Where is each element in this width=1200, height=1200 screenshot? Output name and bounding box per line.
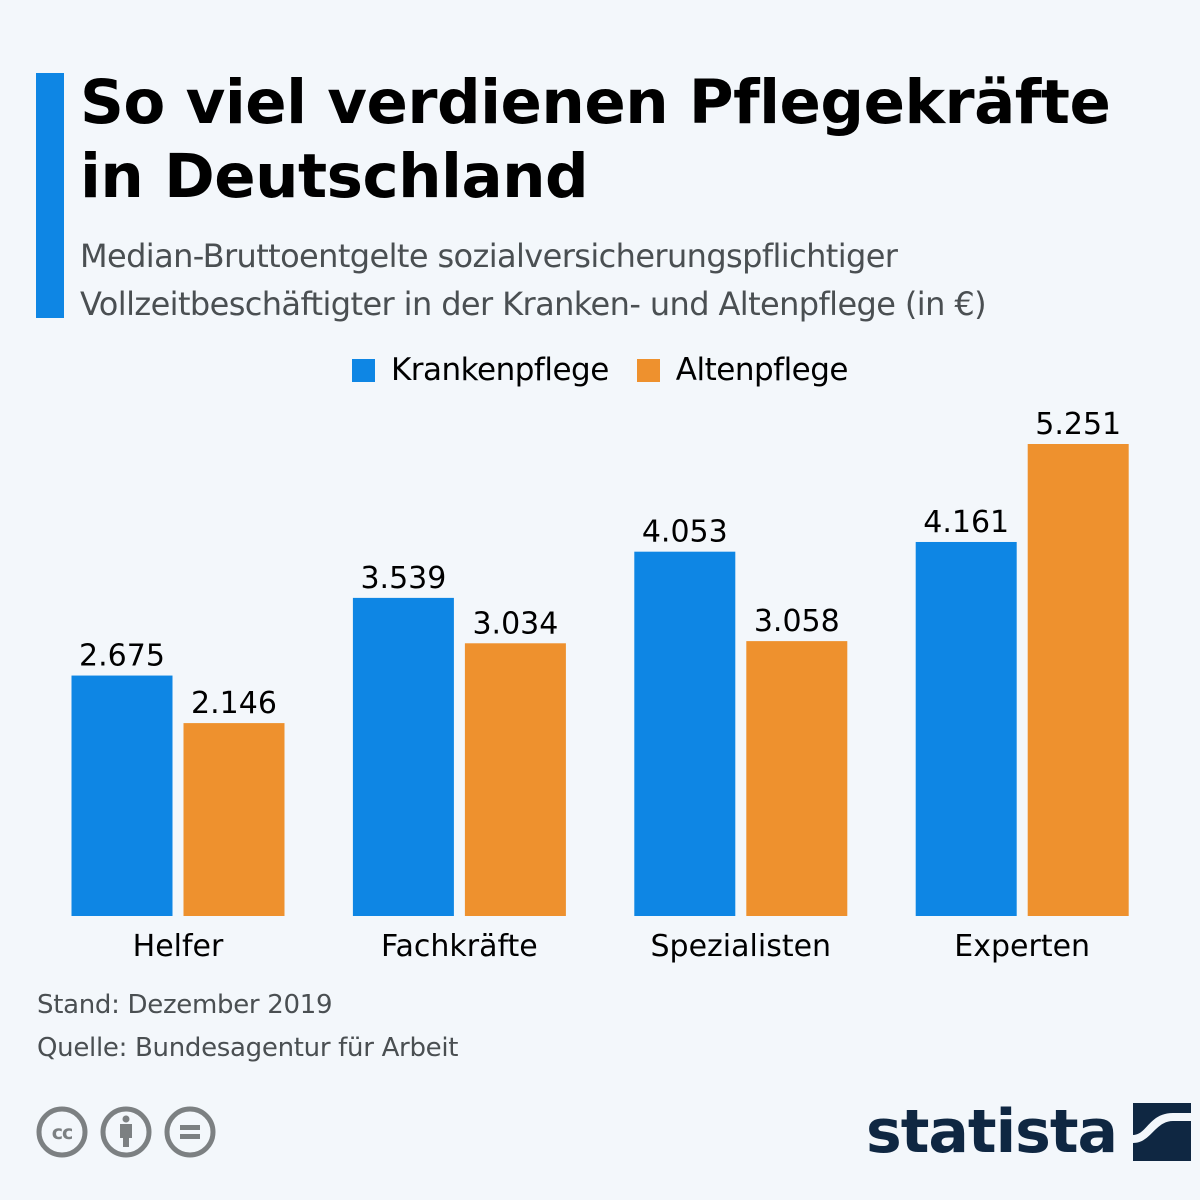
bar-krankenpflege-0 [71, 675, 173, 916]
bar-altenpflege-1 [464, 643, 566, 916]
chart-title: So viel verdienen Pflegekräfte in Deutsc… [80, 67, 1111, 212]
no-derivatives-icon[interactable] [164, 1106, 216, 1158]
license-icons: cc [36, 1106, 216, 1158]
bar-krankenpflege-1 [352, 597, 454, 916]
category-label-2: Spezialisten [651, 929, 832, 964]
legend-item-krankenpflege: Krankenpflege [351, 352, 609, 388]
data-label-krankenpflege-2: 4.053 [642, 515, 728, 550]
statista-logo-mark-icon [1133, 1103, 1192, 1161]
legend-label-altenpflege: Altenpflege [675, 352, 849, 388]
bar-chart: 2.675 2.146 Helfer 3.539 3.034 Fachkräfte 4.05… [71, 407, 1129, 964]
data-label-altenpflege-0: 2.146 [191, 686, 277, 721]
source-note: Quelle: Bundesagentur für Arbeit [37, 1033, 459, 1063]
legend-swatch-altenpflege [636, 358, 660, 382]
legend-item-altenpflege: Altenpflege [636, 352, 849, 388]
data-label-krankenpflege-3: 4.161 [923, 505, 1009, 540]
chart-subtitle: Median-Bruttoentgelte sozialversicherung… [80, 237, 987, 323]
data-label-altenpflege-1: 3.034 [472, 606, 558, 641]
data-label-krankenpflege-0: 2.675 [79, 639, 165, 674]
legend-label-krankenpflege: Krankenpflege [390, 352, 609, 388]
bar-krankenpflege-2 [634, 551, 736, 916]
stand-note: Stand: Dezember 2019 [37, 990, 333, 1020]
data-label-altenpflege-2: 3.058 [754, 604, 840, 639]
title-accent-bar [36, 73, 64, 318]
cc-icon[interactable]: cc [36, 1106, 88, 1158]
svg-text:cc: cc [52, 1122, 73, 1144]
category-label-3: Experten [954, 929, 1090, 964]
data-label-krankenpflege-1: 3.539 [360, 561, 446, 596]
category-label-0: Helfer [133, 929, 224, 964]
statista-logo[interactable]: statista [866, 1097, 1192, 1167]
bar-krankenpflege-3 [915, 541, 1017, 916]
data-label-altenpflege-3: 5.251 [1035, 407, 1121, 442]
statista-logo-text: statista [866, 1097, 1118, 1167]
attribution-icon[interactable] [100, 1106, 152, 1158]
bar-altenpflege-2 [746, 641, 848, 916]
legend: Krankenpflege Altenpflege [0, 352, 1200, 388]
category-label-1: Fachkräfte [381, 929, 538, 964]
legend-swatch-krankenpflege [351, 358, 375, 382]
bar-altenpflege-0 [183, 723, 285, 916]
bar-altenpflege-3 [1027, 444, 1129, 916]
